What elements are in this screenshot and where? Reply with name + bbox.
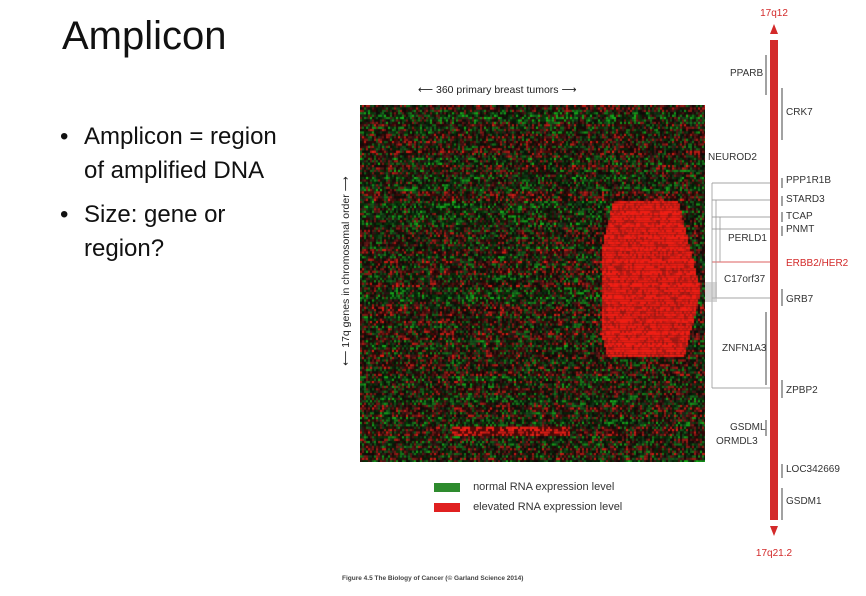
right-arrow-icon: ⟶ — [561, 84, 577, 96]
up-arrow-icon: ⟶ — [340, 176, 352, 192]
gene-label-gsdm1: GSDM1 — [786, 496, 822, 507]
gene-label-tcap: TCAP — [786, 211, 813, 222]
connector-bracket — [711, 183, 721, 388]
gene-label-ormdl3: ORMDL3 — [716, 436, 758, 447]
gene-label-erbb2-her2: ERBB2/HER2 — [786, 258, 849, 269]
x-axis-caption-text: 360 primary breast tumors — [435, 84, 559, 96]
amplicon-marker — [705, 282, 717, 302]
band-label-bottom: 17q21.2 — [756, 548, 793, 559]
left-arrow-icon: ⟵ — [418, 84, 434, 96]
expression-heatmap — [360, 105, 705, 462]
legend-normal: normal RNA expression level — [434, 481, 614, 493]
gene-label-pparb: PPARB — [730, 68, 763, 79]
bullet-size-question: Size: gene or region? — [58, 198, 298, 266]
gene-label-c17orf37: C17orf37 — [724, 274, 766, 285]
gene-label-grb7: GRB7 — [786, 294, 814, 305]
chromosome-bar — [770, 40, 778, 520]
y-axis-caption-text: 17q genes in chromosomal order — [340, 194, 352, 348]
gene-label-perld1: PERLD1 — [728, 233, 767, 244]
legend-elevated-label: elevated RNA expression level — [473, 501, 623, 513]
gene-label-ppp1r1b: PPP1R1B — [786, 175, 831, 186]
legend-normal-label: normal RNA expression level — [473, 481, 615, 493]
gene-label-zpbp2: ZPBP2 — [786, 385, 818, 396]
gene-label-gsdml: GSDML — [730, 422, 766, 433]
y-axis-caption: ⟵ 17q genes in chromosomal order ⟶ — [340, 136, 352, 406]
gene-label-loc342669: LOC342669 — [786, 464, 840, 475]
bullet-amplicon-definition: Amplicon = region of amplified DNA — [58, 120, 298, 188]
down-arrow-icon: ⟵ — [340, 350, 352, 366]
chromosome-down-arrow-icon — [770, 526, 778, 536]
gene-label-neurod2: NEUROD2 — [708, 152, 757, 163]
figure-caption: Figure 4.5 The Biology of Cancer (© Garl… — [342, 575, 524, 582]
gene-label-pnmt: PNMT — [786, 224, 814, 235]
legend-normal-swatch — [434, 482, 460, 492]
gene-label-znfn1a3: ZNFN1A3 — [722, 343, 767, 354]
legend-elevated-swatch — [434, 502, 460, 512]
slide-title: Amplicon — [62, 14, 227, 58]
x-axis-caption: ⟵ 360 primary breast tumors ⟶ — [418, 84, 577, 96]
bullet-list: Amplicon = region of amplified DNA Size:… — [58, 120, 298, 276]
legend-elevated: elevated RNA expression level — [434, 501, 622, 513]
gene-label-crk7: CRK7 — [786, 107, 813, 118]
gene-label-stard3: STARD3 — [786, 194, 825, 205]
band-label-top: 17q12 — [760, 8, 788, 19]
chromosome-up-arrow-icon — [770, 24, 778, 34]
